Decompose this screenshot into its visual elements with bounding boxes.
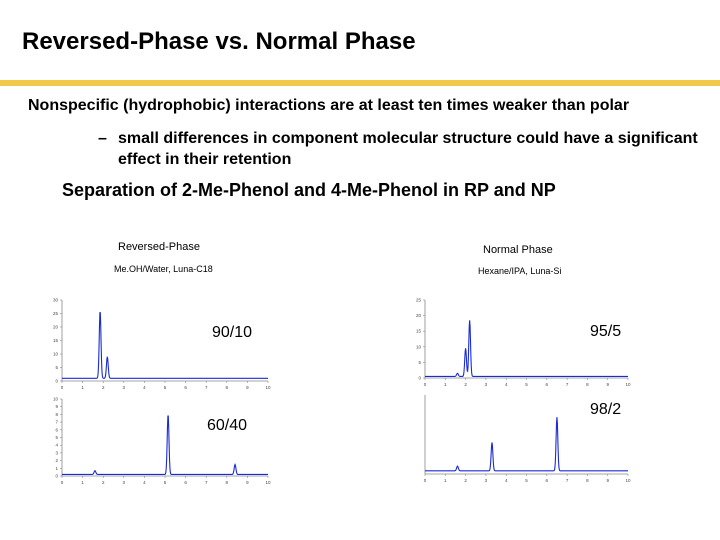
y-tick-label: 20 (53, 325, 59, 330)
x-tick-label: 10 (265, 385, 271, 390)
x-tick-label: 5 (525, 382, 528, 387)
chromatogram-rp-60-40: 0 1 2 3 4 5 6 7 8 9 10 0 1 2 3 4 5 6 7 8 9 10 (53, 397, 271, 486)
title-divider (0, 80, 720, 86)
x-tick-label: 10 (625, 382, 631, 387)
chromatogram-rp-90-10: 0 1 2 3 4 5 6 7 8 9 10 0 5 10 15 20 25 30 (53, 298, 271, 391)
y-tick-label: 5 (418, 360, 421, 365)
dash-marker: – (98, 130, 107, 147)
x-tick-label: 3 (485, 478, 488, 483)
x-tick-label: 9 (246, 385, 249, 390)
y-tick-label: 0 (55, 379, 58, 384)
x-tick-label: 9 (606, 382, 609, 387)
signal-trace (425, 320, 628, 377)
x-tick-label: 4 (505, 478, 508, 483)
y-tick-label: 3 (55, 450, 58, 455)
x-tick-label: 6 (546, 478, 549, 483)
x-tick-label: 8 (226, 385, 229, 390)
ratio-rp-bottom: 60/40 (207, 417, 248, 434)
x-tick-label: 6 (546, 382, 549, 387)
x-tick-label: 4 (143, 480, 146, 485)
x-tick-label: 1 (444, 478, 447, 483)
chromatogram-np-98-2: 0 1 2 3 4 5 6 7 8 9 10 (424, 395, 631, 483)
y-tick-label: 6 (55, 427, 58, 432)
x-tick-label: 5 (164, 385, 167, 390)
y-tick-label: 25 (53, 311, 59, 316)
x-tick-label: 2 (464, 382, 467, 387)
chromatogram-np-95-5: 0 1 2 3 4 5 6 7 8 9 10 0 5 10 15 20 25 (416, 298, 631, 388)
x-tick-label: 2 (102, 480, 105, 485)
y-tick-label: 7 (55, 420, 58, 425)
y-tick-label: 10 (416, 344, 422, 349)
x-tick-label: 7 (205, 385, 208, 390)
y-tick-label: 1 (55, 466, 58, 471)
ratio-rp-top: 90/10 (212, 324, 253, 341)
y-tick-label: 15 (53, 338, 59, 343)
x-tick-label: 8 (586, 478, 589, 483)
x-tick-label: 0 (424, 478, 427, 483)
bullet-point: Nonspecific (hydrophobic) interactions a… (28, 97, 630, 114)
x-tick-label: 8 (226, 480, 229, 485)
x-tick-label: 9 (246, 480, 249, 485)
sub-bullet-text: small differences in component molecular… (118, 130, 698, 168)
rp-conditions: Me.OH/Water, Luna-C18 (114, 264, 213, 274)
x-tick-label: 8 (586, 382, 589, 387)
x-tick-label: 7 (566, 382, 569, 387)
x-tick-label: 7 (566, 478, 569, 483)
x-tick-label: 6 (184, 385, 187, 390)
x-tick-label: 7 (205, 480, 208, 485)
y-tick-label: 30 (53, 298, 59, 303)
x-tick-label: 4 (143, 385, 146, 390)
slide-title: Reversed-Phase vs. Normal Phase (22, 28, 416, 55)
np-conditions: Hexane/IPA, Luna-Si (478, 266, 562, 276)
x-tick-label: 4 (505, 382, 508, 387)
y-tick-label: 20 (416, 313, 422, 318)
y-tick-label: 5 (55, 365, 58, 370)
np-label: Normal Phase (483, 244, 553, 256)
x-tick-label: 9 (606, 478, 609, 483)
y-tick-label: 10 (53, 397, 59, 402)
x-tick-label: 3 (485, 382, 488, 387)
ratio-np-top: 95/5 (590, 323, 622, 340)
section-heading: Separation of 2-Me-Phenol and 4-Me-Pheno… (62, 180, 556, 200)
x-tick-label: 1 (81, 385, 84, 390)
x-tick-label: 5 (164, 480, 167, 485)
signal-trace (62, 312, 268, 379)
y-tick-label: 5 (55, 435, 58, 440)
y-tick-label: 9 (55, 404, 58, 409)
x-tick-label: 0 (424, 382, 427, 387)
x-tick-label: 0 (61, 480, 64, 485)
y-tick-label: 0 (418, 376, 421, 381)
x-tick-label: 0 (61, 385, 64, 390)
y-tick-label: 25 (416, 298, 422, 303)
ratio-np-bottom: 98/2 (590, 401, 622, 418)
y-tick-label: 8 (55, 412, 58, 417)
y-tick-label: 4 (55, 443, 58, 448)
x-tick-label: 10 (265, 480, 271, 485)
y-tick-label: 2 (55, 458, 58, 463)
y-tick-label: 0 (55, 474, 58, 479)
x-tick-label: 6 (184, 480, 187, 485)
x-tick-label: 2 (464, 478, 467, 483)
x-tick-label: 5 (525, 478, 528, 483)
x-tick-label: 3 (123, 385, 126, 390)
signal-trace (425, 417, 628, 472)
y-tick-label: 10 (53, 352, 59, 357)
y-tick-label: 15 (416, 329, 422, 334)
x-tick-label: 3 (123, 480, 126, 485)
x-tick-label: 1 (81, 480, 84, 485)
x-tick-label: 1 (444, 382, 447, 387)
signal-trace (62, 415, 268, 476)
x-tick-label: 10 (625, 478, 631, 483)
rp-label: Reversed-Phase (118, 241, 200, 253)
x-tick-label: 2 (102, 385, 105, 390)
